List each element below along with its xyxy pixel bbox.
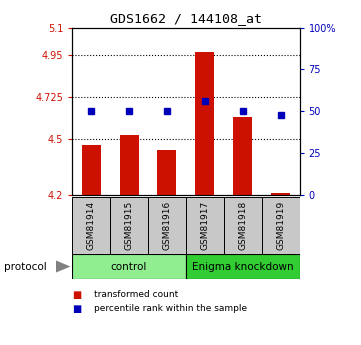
Text: transformed count: transformed count — [94, 290, 178, 299]
Bar — [186, 197, 224, 254]
Bar — [186, 254, 300, 279]
Text: control: control — [111, 262, 147, 272]
Text: percentile rank within the sample: percentile rank within the sample — [94, 304, 247, 313]
Text: GSM81919: GSM81919 — [276, 200, 285, 250]
Bar — [72, 197, 110, 254]
Bar — [224, 197, 262, 254]
Text: ■: ■ — [72, 290, 82, 300]
Text: protocol: protocol — [4, 262, 46, 272]
Title: GDS1662 / 144108_at: GDS1662 / 144108_at — [110, 12, 262, 25]
Bar — [233, 117, 252, 195]
Bar — [110, 197, 148, 254]
Bar — [72, 254, 186, 279]
Bar — [262, 197, 300, 254]
Bar — [157, 150, 177, 195]
Text: ■: ■ — [72, 304, 82, 314]
Text: GSM81914: GSM81914 — [87, 200, 96, 250]
Bar — [119, 136, 139, 195]
Bar — [195, 52, 214, 195]
Polygon shape — [56, 260, 70, 273]
Bar — [82, 145, 101, 195]
Bar — [148, 197, 186, 254]
Bar — [271, 193, 290, 195]
Text: GSM81918: GSM81918 — [238, 200, 247, 250]
Text: GSM81915: GSM81915 — [125, 200, 134, 250]
Text: GSM81916: GSM81916 — [162, 200, 171, 250]
Text: GSM81917: GSM81917 — [200, 200, 209, 250]
Text: Enigma knockdown: Enigma knockdown — [192, 262, 293, 272]
